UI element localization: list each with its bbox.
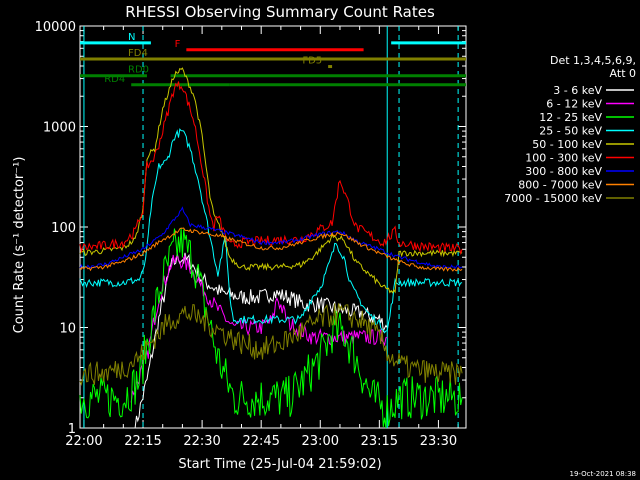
y-axis-label: Count Rate (s⁻¹ detector⁻¹) [12, 157, 27, 334]
flag-label-fd4: FD4 [128, 48, 148, 59]
flag-label-rd4: RD4 [104, 74, 125, 85]
legend-entry-label: 50 - 100 keV [532, 138, 602, 151]
flag-label-n: N [128, 32, 135, 43]
series-line-25-50-keV [79, 128, 463, 334]
flag-label-rd0: RD0 [128, 65, 149, 76]
series-line-6-12-keV [130, 254, 388, 403]
legend-entry-label: 100 - 300 keV [525, 152, 602, 165]
y-tick-label: 1000 [43, 121, 76, 136]
flag-label-f: F [175, 39, 181, 50]
x-tick-label: 22:15 [124, 434, 161, 449]
legend-header: Att 0 [610, 67, 636, 80]
x-tick-label: 22:45 [242, 434, 279, 449]
legend-entry-label: 7000 - 15000 keV [504, 192, 602, 205]
x-tick-label: 22:30 [183, 434, 220, 449]
legend-entry-label: 800 - 7000 keV [518, 179, 602, 192]
flag-label-fd5: FD5 [302, 56, 322, 67]
y-tick-label: 10000 [35, 20, 76, 35]
y-tick-label: 100 [51, 221, 76, 236]
series-line-300-800-keV [79, 206, 463, 270]
series-line-800-7000-keV [79, 227, 463, 272]
legend-entry-label: 3 - 6 keV [553, 84, 602, 97]
chart-title: RHESSI Observing Summary Count Rates [125, 3, 435, 21]
legend-entry-label: 300 - 800 keV [525, 165, 602, 178]
x-tick-label: 23:30 [420, 434, 457, 449]
plot-area: 1 10 100 1000 10000 22:00 22:15 22:30 22:45 23:00… [35, 20, 467, 449]
legend-entry-label: 12 - 25 keV [539, 111, 602, 124]
y-tick-label: 10 [59, 322, 76, 337]
x-axis-label: Start Time (25-Jul-04 21:59:02) [178, 457, 381, 472]
x-tick-label: 23:00 [302, 434, 339, 449]
x-tick-label: 22:00 [65, 434, 102, 449]
series-line-100-300-keV [79, 81, 463, 256]
legend-header: Det 1,3,4,5,6,9, [550, 54, 636, 67]
legend-entry-label: 25 - 50 keV [539, 125, 602, 138]
x-tick-label: 23:15 [361, 434, 398, 449]
y-tick-label: 1 [68, 422, 76, 437]
timestamp: 19-Oct-2021 08:38 [570, 470, 636, 478]
legend-entry-label: 6 - 12 keV [546, 98, 602, 111]
series-line-7000-15000-keV [79, 303, 463, 387]
